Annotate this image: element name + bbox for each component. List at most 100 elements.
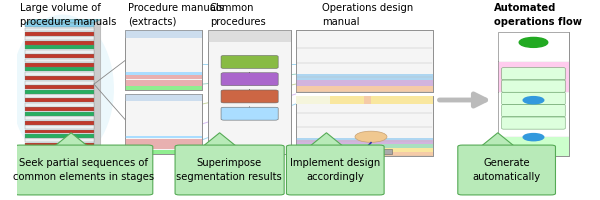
Bar [25, 72, 94, 76]
Ellipse shape [11, 15, 114, 164]
Circle shape [355, 131, 387, 142]
Bar [25, 67, 94, 71]
Bar [25, 59, 94, 62]
Polygon shape [54, 133, 88, 147]
Bar [296, 148, 433, 152]
Bar [296, 138, 433, 140]
Text: Operations design: Operations design [322, 3, 413, 13]
FancyBboxPatch shape [502, 117, 565, 129]
Bar [349, 149, 392, 154]
Circle shape [519, 37, 548, 47]
FancyBboxPatch shape [175, 145, 284, 195]
Bar [25, 98, 94, 102]
Bar [25, 107, 94, 111]
Polygon shape [94, 20, 101, 156]
Text: Implement design
accordingly: Implement design accordingly [290, 158, 380, 182]
Bar [125, 94, 202, 154]
Bar [125, 72, 202, 75]
Bar [125, 150, 202, 154]
Bar [125, 136, 202, 138]
FancyBboxPatch shape [502, 105, 565, 117]
Bar [25, 23, 94, 27]
Bar [25, 94, 94, 98]
Bar [125, 86, 202, 90]
Bar [25, 112, 94, 116]
Bar [364, 96, 398, 104]
Bar [296, 152, 433, 156]
Bar [498, 32, 569, 156]
Text: procedures: procedures [210, 17, 266, 27]
Bar [125, 30, 202, 90]
Bar [25, 85, 94, 89]
Bar [25, 41, 94, 45]
Bar [125, 30, 202, 90]
FancyBboxPatch shape [221, 90, 278, 103]
Bar [208, 30, 291, 154]
Bar [208, 30, 291, 42]
Bar [296, 30, 433, 92]
Text: Large volume of: Large volume of [20, 3, 101, 13]
Text: (extracts): (extracts) [128, 17, 176, 27]
Bar [125, 30, 202, 38]
Bar [25, 147, 94, 151]
Bar [25, 130, 94, 133]
Text: Procedure manuals: Procedure manuals [128, 3, 224, 13]
Bar [25, 103, 94, 107]
Bar [25, 134, 94, 138]
Text: Superimpose
segmentation results: Superimpose segmentation results [176, 158, 282, 182]
Bar [25, 138, 94, 142]
FancyBboxPatch shape [286, 145, 384, 195]
Text: manual: manual [322, 17, 360, 27]
Bar [498, 137, 569, 156]
Bar [296, 144, 433, 148]
Polygon shape [309, 133, 344, 147]
FancyBboxPatch shape [502, 80, 565, 92]
Bar [125, 139, 202, 143]
FancyBboxPatch shape [502, 92, 565, 104]
Bar [398, 96, 433, 104]
Bar [498, 93, 569, 136]
Bar [208, 30, 291, 154]
Bar [25, 152, 94, 156]
Polygon shape [481, 133, 515, 147]
Bar [498, 62, 569, 92]
Bar [25, 50, 94, 54]
Bar [498, 32, 569, 156]
Bar [125, 94, 202, 101]
Bar [25, 143, 94, 147]
Bar [25, 45, 94, 49]
Text: Common: Common [210, 3, 254, 13]
FancyBboxPatch shape [458, 145, 556, 195]
Text: Generate
automatically: Generate automatically [472, 158, 541, 182]
Bar [25, 32, 94, 36]
FancyBboxPatch shape [502, 68, 565, 80]
Bar [25, 121, 94, 125]
Bar [25, 81, 94, 85]
Bar [25, 28, 94, 31]
Bar [296, 96, 330, 104]
Bar [125, 94, 202, 154]
Bar [296, 140, 433, 144]
FancyBboxPatch shape [221, 73, 278, 86]
Text: Seek partial sequences of
common elements in stages: Seek partial sequences of common element… [13, 158, 154, 182]
FancyBboxPatch shape [221, 56, 278, 68]
Bar [25, 63, 94, 67]
Bar [296, 86, 433, 92]
Bar [296, 96, 433, 156]
Bar [25, 54, 94, 58]
FancyBboxPatch shape [15, 145, 153, 195]
Bar [296, 96, 433, 156]
Polygon shape [202, 133, 237, 147]
Bar [296, 30, 433, 92]
Bar [25, 76, 94, 80]
Bar [125, 143, 202, 149]
Bar [25, 125, 94, 129]
FancyBboxPatch shape [221, 107, 278, 120]
Bar [125, 80, 202, 86]
Bar [498, 32, 569, 61]
Bar [296, 80, 433, 86]
Bar [296, 74, 433, 80]
Bar [330, 96, 364, 104]
Bar [125, 75, 202, 79]
Text: operations flow: operations flow [494, 17, 582, 27]
